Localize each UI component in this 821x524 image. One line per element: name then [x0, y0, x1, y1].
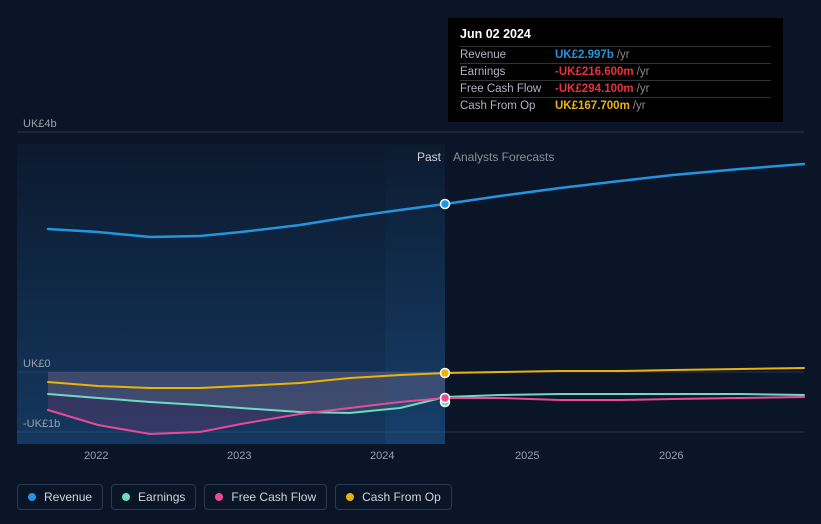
tooltip-date: Jun 02 2024	[460, 24, 771, 46]
tooltip-metric-label: Revenue	[460, 49, 555, 61]
tooltip-suffix: /yr	[617, 49, 630, 61]
tooltip-suffix: /yr	[637, 83, 650, 95]
tooltip-metric-value: UK£167.700m	[555, 100, 630, 112]
legend-dot-icon	[28, 493, 36, 501]
legend-label: Revenue	[44, 490, 92, 504]
tooltip-metric-label: Free Cash Flow	[460, 83, 555, 95]
forecast-label: Analysts Forecasts	[453, 150, 554, 164]
legend-item-cash-from-op[interactable]: Cash From Op	[335, 484, 452, 510]
legend-item-revenue[interactable]: Revenue	[17, 484, 103, 510]
tooltip-row: Free Cash Flow-UK£294.100m/yr	[460, 80, 771, 97]
legend-dot-icon	[122, 493, 130, 501]
tooltip-row: Earnings-UK£216.600m/yr	[460, 63, 771, 80]
x-axis-label: 2022	[84, 450, 108, 462]
financial-chart: UK£4b UK£0 -UK£1b 2022 2023 2024 2025 2026 Pas…	[0, 0, 821, 524]
x-axis-label: 2026	[659, 450, 683, 462]
tooltip-suffix: /yr	[633, 100, 646, 112]
legend-label: Earnings	[138, 490, 185, 504]
y-axis-label: UK£4b	[23, 118, 57, 130]
tooltip-row: Cash From OpUK£167.700m/yr	[460, 97, 771, 114]
legend-label: Free Cash Flow	[231, 490, 316, 504]
x-axis-label: 2024	[370, 450, 394, 462]
tooltip-metric-value: -UK£294.100m	[555, 83, 634, 95]
y-axis-label: UK£0	[23, 358, 51, 370]
legend-dot-icon	[215, 493, 223, 501]
x-axis-label: 2025	[515, 450, 539, 462]
legend-label: Cash From Op	[362, 490, 441, 504]
tooltip-metric-label: Earnings	[460, 66, 555, 78]
past-label: Past	[417, 150, 441, 164]
legend-item-free-cash-flow[interactable]: Free Cash Flow	[204, 484, 327, 510]
tooltip-row: RevenueUK£2.997b/yr	[460, 46, 771, 63]
chart-legend: Revenue Earnings Free Cash Flow Cash From O…	[17, 484, 452, 510]
tooltip-metric-label: Cash From Op	[460, 100, 555, 112]
x-axis-label: 2023	[227, 450, 251, 462]
tooltip-metric-value: -UK£216.600m	[555, 66, 634, 78]
legend-item-earnings[interactable]: Earnings	[111, 484, 196, 510]
tooltip-suffix: /yr	[637, 66, 650, 78]
legend-dot-icon	[346, 493, 354, 501]
chart-tooltip: Jun 02 2024 RevenueUK£2.997b/yrEarnings-…	[448, 18, 783, 122]
y-axis-label: -UK£1b	[23, 418, 60, 430]
tooltip-metric-value: UK£2.997b	[555, 49, 614, 61]
